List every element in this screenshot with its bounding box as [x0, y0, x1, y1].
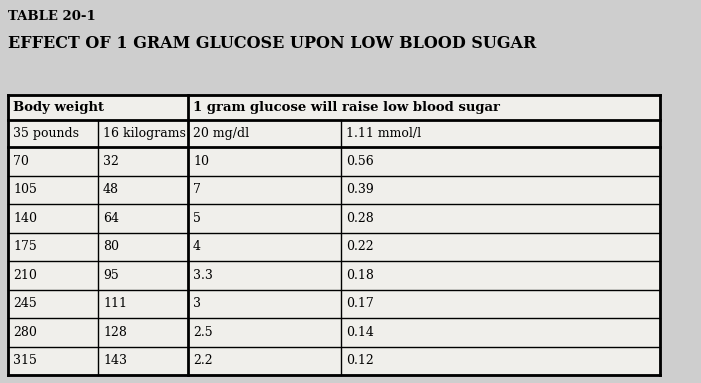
- Text: 3.3: 3.3: [193, 269, 213, 282]
- Text: 20 mg/dl: 20 mg/dl: [193, 127, 249, 140]
- Text: 16 kilograms: 16 kilograms: [103, 127, 186, 140]
- Text: 3: 3: [193, 297, 201, 310]
- Text: 280: 280: [13, 326, 37, 339]
- Text: 0.14: 0.14: [346, 326, 374, 339]
- Text: 0.39: 0.39: [346, 183, 374, 196]
- Text: 210: 210: [13, 269, 37, 282]
- Text: 10: 10: [193, 155, 209, 168]
- Text: 0.22: 0.22: [346, 240, 374, 253]
- Text: 315: 315: [13, 354, 37, 367]
- Text: 4: 4: [193, 240, 201, 253]
- Text: 48: 48: [103, 183, 119, 196]
- Text: 64: 64: [103, 212, 119, 225]
- Text: 0.18: 0.18: [346, 269, 374, 282]
- Text: 105: 105: [13, 183, 37, 196]
- Text: TABLE 20-1: TABLE 20-1: [8, 10, 96, 23]
- Text: 140: 140: [13, 212, 37, 225]
- Text: 0.12: 0.12: [346, 354, 374, 367]
- Text: 35 pounds: 35 pounds: [13, 127, 79, 140]
- Text: 32: 32: [103, 155, 119, 168]
- Text: 0.28: 0.28: [346, 212, 374, 225]
- Text: 111: 111: [103, 297, 127, 310]
- Text: 0.56: 0.56: [346, 155, 374, 168]
- Text: 0.17: 0.17: [346, 297, 374, 310]
- Text: 1.11 mmol/l: 1.11 mmol/l: [346, 127, 421, 140]
- Text: 1 gram glucose will raise low blood sugar: 1 gram glucose will raise low blood suga…: [193, 101, 500, 114]
- Text: 80: 80: [103, 240, 119, 253]
- Text: EFFECT OF 1 GRAM GLUCOSE UPON LOW BLOOD SUGAR: EFFECT OF 1 GRAM GLUCOSE UPON LOW BLOOD …: [8, 35, 536, 52]
- Text: 2.5: 2.5: [193, 326, 212, 339]
- Text: 143: 143: [103, 354, 127, 367]
- Text: 95: 95: [103, 269, 118, 282]
- Text: 7: 7: [193, 183, 200, 196]
- Text: 70: 70: [13, 155, 29, 168]
- Bar: [8, 95, 660, 375]
- Text: 2.2: 2.2: [193, 354, 212, 367]
- Text: 175: 175: [13, 240, 36, 253]
- Text: 245: 245: [13, 297, 36, 310]
- Text: 5: 5: [193, 212, 200, 225]
- Text: 128: 128: [103, 326, 127, 339]
- Text: Body weight: Body weight: [13, 101, 104, 114]
